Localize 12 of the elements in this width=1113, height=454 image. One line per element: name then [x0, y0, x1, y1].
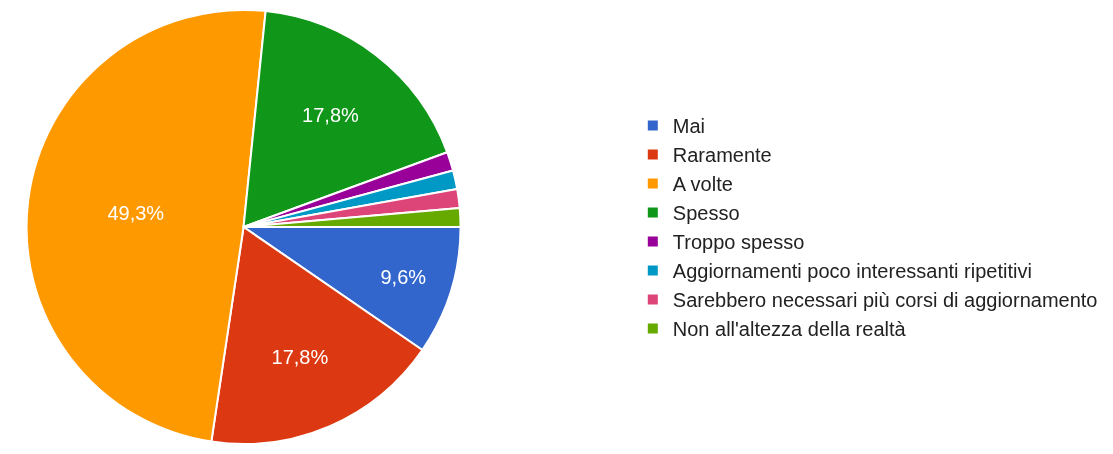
- legend-label: Sarebbero necessari più corsi di aggiornamento: [672, 289, 1098, 312]
- data-label: 17,8%: [271, 346, 329, 369]
- data-label: 49,3%: [107, 202, 165, 225]
- legend-label: Raramente: [672, 144, 772, 167]
- legend-label: Troppo spesso: [672, 231, 805, 254]
- data-label: 9,6%: [380, 265, 427, 288]
- legend-label: Non all'altezza della realtà: [672, 318, 907, 341]
- data-label: 17,8%: [302, 104, 360, 127]
- legend-label: A volte: [672, 173, 733, 196]
- legend-label: Aggiornamenti poco interessanti ripetitivi: [672, 260, 1032, 283]
- legend-label: Spesso: [672, 202, 740, 225]
- legend-label: Mai: [672, 115, 706, 138]
